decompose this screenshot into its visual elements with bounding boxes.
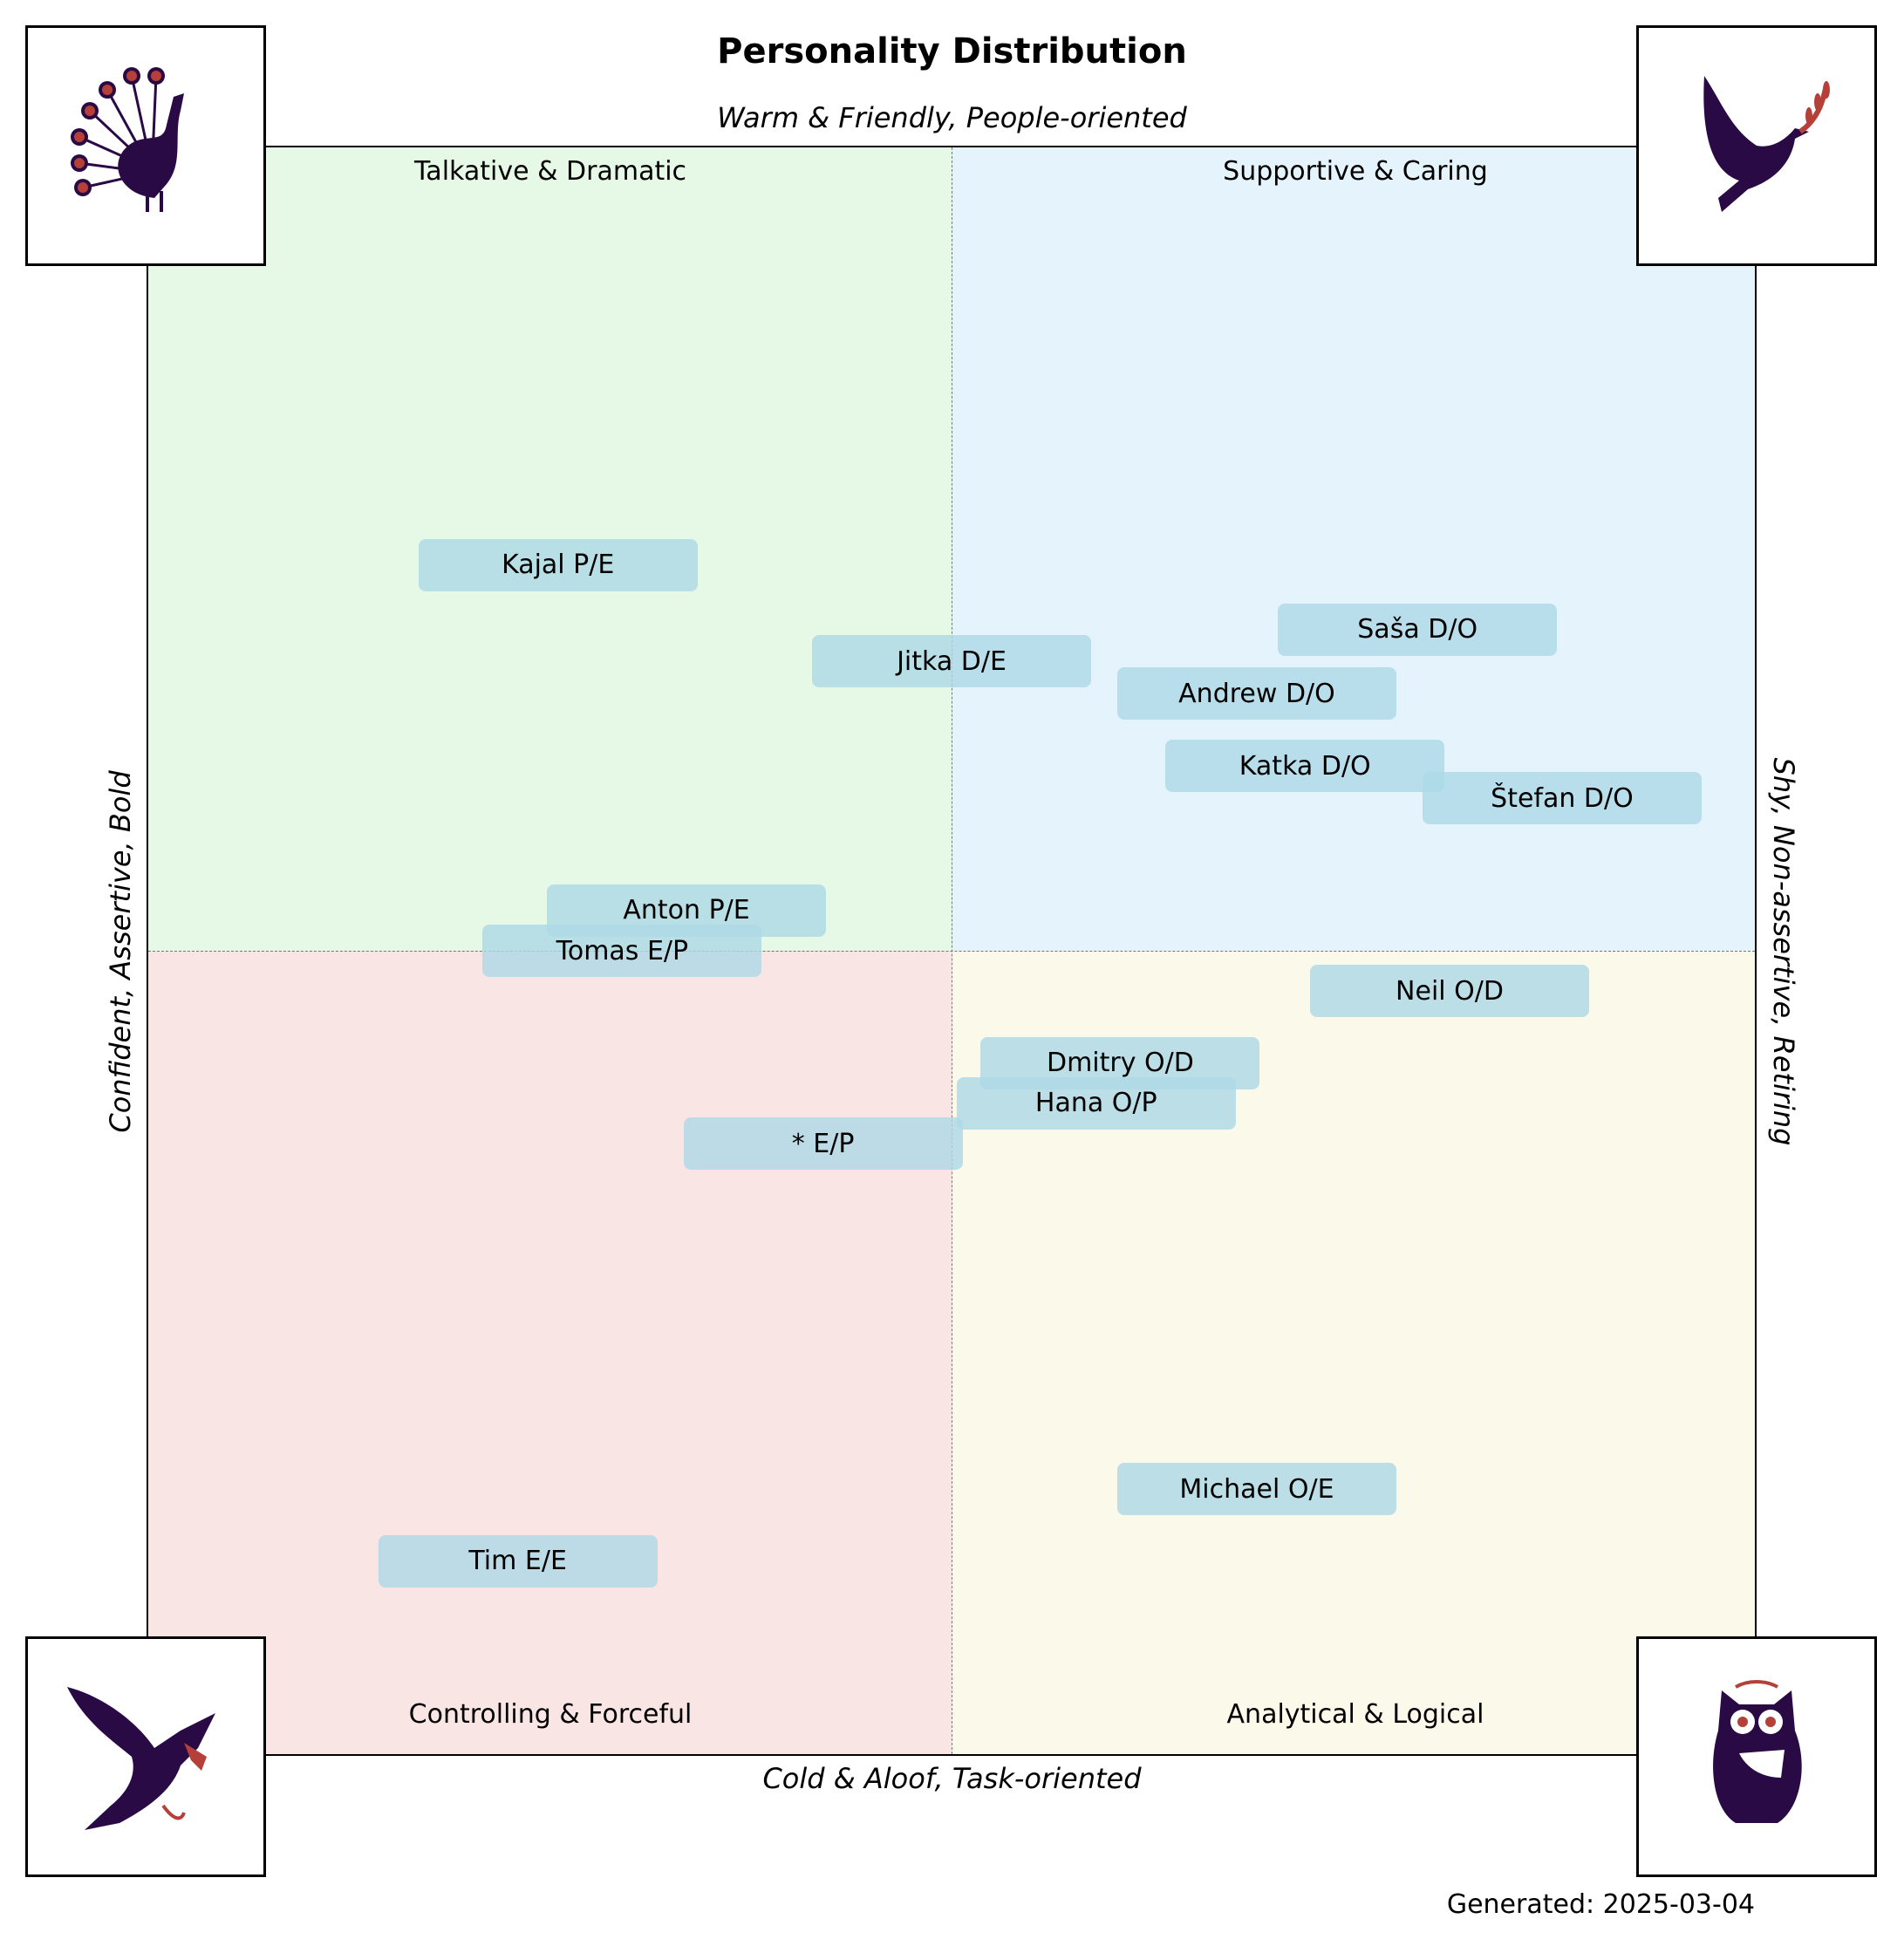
top-axis-label: Warm & Friendly, People-oriented: [717, 101, 1187, 134]
owl-icon: [1713, 1680, 1802, 1823]
right-axis-label: Shy, Non-assertive, Retiring: [1767, 757, 1800, 1146]
data-point-label: * E/P: [683, 1117, 963, 1171]
quadrant-top-right: [952, 147, 1755, 951]
quadrant-label-top-right: Supportive & Caring: [1223, 156, 1488, 187]
data-point-label: Neil O/D: [1310, 965, 1590, 1018]
peacock-icon: [71, 67, 184, 212]
quadrant-label-top-left: Talkative & Dramatic: [413, 156, 687, 187]
dove-icon-box: [1636, 25, 1877, 266]
left-axis-label: Confident, Assertive, Bold: [104, 770, 137, 1133]
owl-icon-box: [1636, 1636, 1877, 1877]
eagle-icon: [67, 1687, 215, 1830]
data-point-label: Andrew D/O: [1116, 667, 1396, 720]
peacock-icon-box: [25, 25, 266, 266]
generated-date: Generated: 2025-03-04: [1446, 1889, 1755, 1920]
bottom-axis-label: Cold & Aloof, Task-oriented: [762, 1762, 1142, 1795]
quadrant-label-bottom-right: Analytical & Logical: [1226, 1699, 1484, 1730]
quadrant-label-bottom-left: Controlling & Forceful: [408, 1699, 693, 1730]
data-point-label: Tim E/E: [378, 1534, 658, 1588]
quadrant-bottom-left: [148, 951, 952, 1754]
data-point-label: Saša D/O: [1278, 603, 1558, 656]
data-point-label: Hana O/P: [956, 1076, 1236, 1130]
dove-icon: [1703, 76, 1830, 212]
data-point-label: Tomas E/P: [482, 925, 762, 977]
data-point-label: Jitka D/E: [812, 635, 1091, 688]
eagle-icon-box: [25, 1636, 266, 1877]
data-point-label: Michael O/E: [1116, 1463, 1396, 1516]
data-point-label: Katka D/O: [1165, 740, 1445, 793]
plot-area: Talkative & Dramatic Supportive & Caring…: [147, 146, 1757, 1756]
horizontal-divider: [148, 951, 1755, 952]
chart-title: Personality Distribution: [717, 31, 1187, 72]
data-point-label: Štefan D/O: [1422, 772, 1702, 824]
data-point-label: Kajal P/E: [418, 538, 698, 591]
